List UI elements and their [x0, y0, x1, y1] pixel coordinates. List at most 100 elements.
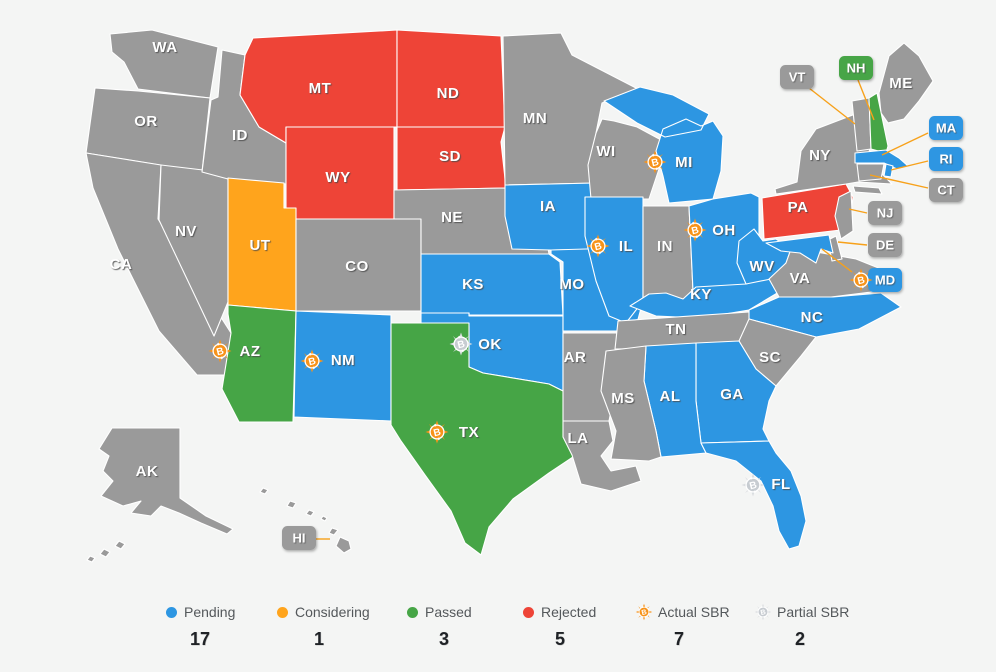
state-label-pa: PA: [788, 199, 809, 216]
callout-line-ri: [890, 160, 929, 171]
badge-de[interactable]: DE: [868, 233, 902, 257]
state-nh[interactable]: [868, 92, 889, 154]
state-me[interactable]: [878, 42, 934, 124]
state-label-nv: NV: [175, 223, 197, 240]
state-tx[interactable]: [390, 322, 580, 556]
state-label-ks: KS: [462, 276, 484, 293]
badge-hi[interactable]: HI: [282, 526, 316, 550]
legend-label-passed: Passed: [425, 604, 472, 620]
oh-bitcoin-icon: B: [683, 218, 707, 242]
state-label-mn: MN: [523, 110, 547, 127]
state-label-wi: WI: [596, 143, 615, 160]
md-bitcoin-icon: B: [849, 268, 873, 292]
svg-text:B: B: [456, 339, 466, 351]
callout-line-md: [821, 248, 853, 273]
state-label-fl: FL: [771, 476, 790, 493]
svg-text:B: B: [593, 241, 603, 253]
az-bitcoin-icon: B: [208, 339, 232, 363]
callout-line-vt: [808, 87, 856, 125]
state-de[interactable]: [827, 235, 843, 262]
badge-ma[interactable]: MA: [929, 116, 963, 140]
legend-count-passed: 3: [438, 629, 449, 649]
legend-label-rejected: Rejected: [541, 604, 597, 620]
state-label-tx: TX: [459, 424, 479, 441]
legend-dot-passed-icon: [407, 606, 418, 618]
legend-actual-sbr-bitcoin-icon: B: [635, 603, 653, 621]
badge-vt[interactable]: VT: [780, 65, 814, 89]
svg-text:B: B: [748, 480, 758, 492]
fl-partial-bitcoin-icon: B: [741, 473, 765, 497]
svg-text:MD: MD: [875, 273, 895, 288]
state-label-ga: GA: [720, 386, 744, 403]
svg-text:B: B: [215, 346, 225, 358]
state-wa[interactable]: [109, 29, 219, 99]
state-label-az: AZ: [240, 343, 261, 360]
state-ri[interactable]: [883, 163, 894, 178]
svg-text:HI: HI: [293, 531, 306, 546]
state-label-oh: OH: [712, 222, 736, 239]
state-ks[interactable]: [420, 253, 564, 316]
legend-item-rejected: Rejected 5: [523, 604, 597, 650]
legend-dot-rejected-icon: [523, 606, 534, 618]
state-nj[interactable]: [834, 190, 854, 240]
svg-text:B: B: [432, 427, 442, 439]
us-status-map-container: WA OR CA NV ID MT WY UT CO AZ NM ND SD NE KS OK TX MN IA MO…: [85, 29, 963, 563]
svg-text:B: B: [307, 356, 317, 368]
state-hi[interactable]: [259, 487, 352, 554]
legend-partial-sbr-icon-holder: B: [752, 601, 774, 623]
state-label-la: LA: [568, 430, 589, 447]
state-sd[interactable]: [396, 126, 507, 191]
svg-text:NJ: NJ: [877, 206, 894, 221]
state-label-va: VA: [790, 270, 811, 287]
state-nd[interactable]: [396, 29, 506, 128]
state-label-nc: NC: [801, 309, 824, 326]
state-label-ms: MS: [611, 390, 635, 407]
state-fl[interactable]: [700, 440, 807, 550]
state-label-ar: AR: [564, 349, 587, 366]
state-ak[interactable]: [86, 427, 234, 563]
state-or[interactable]: [85, 87, 211, 173]
legend-partial-sbr-bitcoin-icon: B: [754, 603, 772, 621]
legend-item-actual-sbr: B Actual SBR 7: [635, 603, 730, 650]
svg-text:CT: CT: [937, 183, 954, 198]
state-label-mo: MO: [559, 276, 584, 293]
legend-label-partial-sbr: Partial SBR: [777, 604, 850, 620]
mi-bitcoin-icon: B: [643, 150, 667, 174]
state-md[interactable]: [765, 234, 834, 264]
legend-dot-considering-icon: [277, 606, 288, 618]
legend-count-partial-sbr: 2: [794, 629, 805, 649]
callout-line-nh: [857, 79, 875, 121]
state-la[interactable]: [562, 420, 642, 492]
callout-line-de: [837, 241, 868, 246]
state-ms[interactable]: [600, 345, 662, 462]
state-label-mt: MT: [309, 80, 332, 97]
state-label-nd: ND: [437, 85, 460, 102]
state-label-ok: OK: [478, 336, 502, 353]
state-label-ky: KY: [690, 286, 712, 303]
state-az[interactable]: [221, 304, 297, 423]
badge-nj[interactable]: NJ: [868, 201, 902, 225]
callout-line-ma: [881, 132, 929, 156]
legend-item-pending: Pending 17: [166, 604, 236, 650]
state-label-ca: CA: [110, 256, 133, 273]
legend-dot-pending-icon: [166, 606, 177, 618]
legend-item-considering: Considering 1: [277, 604, 370, 650]
badge-ri[interactable]: RI: [929, 147, 963, 171]
state-ct[interactable]: [856, 163, 885, 182]
callout-line-nj: [848, 208, 868, 214]
legend-label-actual-sbr: Actual SBR: [658, 604, 730, 620]
state-label-id: ID: [232, 127, 248, 144]
badge-nh[interactable]: NH: [839, 56, 873, 80]
nm-bitcoin-icon: B: [300, 349, 324, 373]
state-label-me: ME: [889, 75, 913, 92]
badge-ct[interactable]: CT: [929, 178, 963, 202]
legend-item-passed: Passed 3: [407, 604, 481, 650]
svg-text:RI: RI: [940, 152, 953, 167]
svg-text:B: B: [759, 607, 766, 617]
state-label-sd: SD: [439, 148, 461, 165]
state-label-il: IL: [619, 238, 633, 255]
state-label-ny: NY: [809, 147, 831, 164]
legend-label-pending: Pending: [184, 604, 236, 620]
state-label-tn: TN: [666, 321, 687, 338]
badge-md[interactable]: MD: [868, 268, 902, 292]
